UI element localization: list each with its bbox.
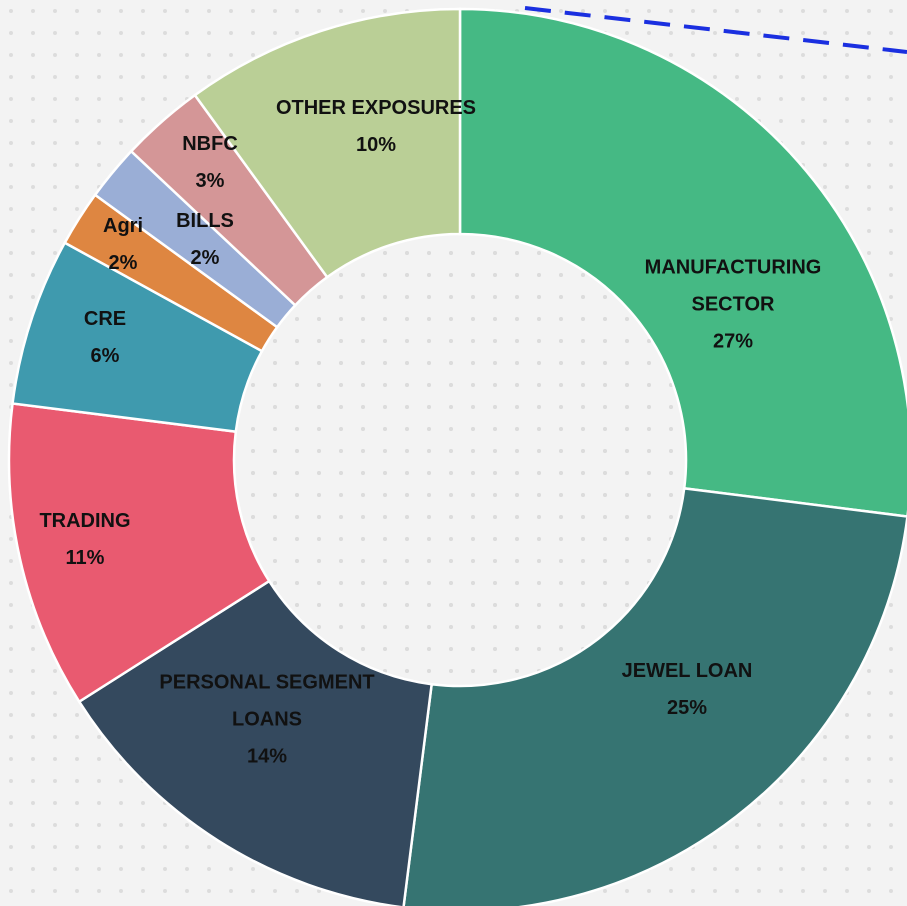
- value-label: 10%: [355, 134, 397, 156]
- slice-label: BILLS 2%: [165, 203, 245, 277]
- value-label: 14%: [246, 745, 288, 768]
- slice-label: JEWEL LOAN 25%: [567, 653, 807, 727]
- category-label: PERSONAL SEGMENT LOANS: [159, 671, 375, 731]
- value-label: 27%: [712, 330, 754, 353]
- slice: [402, 486, 907, 906]
- slice-label: MANUFACTURING SECTOR 27%: [613, 250, 853, 361]
- category-label: MANUFACTURING SECTOR: [644, 256, 822, 316]
- decorative-line: [524, 6, 907, 54]
- value-label: 2%: [190, 247, 220, 269]
- category-label: JEWEL LOAN: [621, 660, 753, 682]
- category-label: CRE: [83, 308, 127, 330]
- slices: [7, 7, 907, 906]
- category-label: TRADING: [39, 510, 131, 532]
- slice-label: PERSONAL SEGMENT LOANS 14%: [152, 665, 382, 776]
- category-label: BILLS: [176, 210, 234, 232]
- slice-label: CRE 6%: [55, 301, 155, 375]
- slice-label: OTHER EXPOSURES 10%: [246, 90, 506, 164]
- category-label: Agri: [103, 215, 143, 237]
- slice: [7, 402, 271, 704]
- value-label: 6%: [90, 345, 120, 367]
- slice-label: Agri 2%: [93, 208, 153, 282]
- category-label: OTHER EXPOSURES: [275, 97, 477, 119]
- donut-hole: [235, 235, 685, 685]
- value-label: 3%: [195, 170, 225, 192]
- value-label: 2%: [108, 252, 138, 274]
- slice: [458, 7, 907, 518]
- slice-label: NBFC 3%: [170, 126, 250, 200]
- slice-label: TRADING 11%: [10, 503, 160, 577]
- slice: [77, 579, 434, 906]
- category-label: NBFC: [182, 133, 238, 155]
- value-label: 11%: [65, 547, 105, 569]
- value-label: 25%: [666, 697, 708, 719]
- slice: [193, 7, 462, 279]
